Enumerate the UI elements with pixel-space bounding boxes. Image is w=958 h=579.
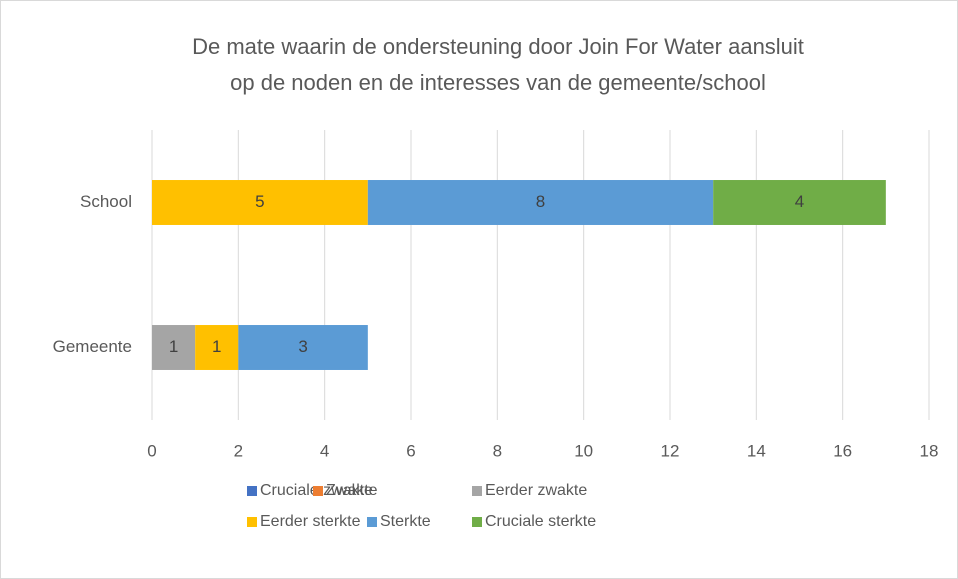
legend-swatch <box>247 486 257 496</box>
legend-label: Eerder zwakte <box>485 482 587 499</box>
chart-title: op de noden en de interesses van de geme… <box>230 70 766 95</box>
legend-label: Cruciale sterkte <box>485 513 596 530</box>
bar-segment <box>713 180 886 225</box>
y-tick-label: Gemeente <box>53 337 132 356</box>
x-tick-label: 10 <box>574 441 593 460</box>
legend-swatch <box>472 486 482 496</box>
legend-swatch <box>472 517 482 527</box>
x-tick-label: 16 <box>833 441 852 460</box>
legend-swatch <box>313 486 323 496</box>
x-tick-label: 12 <box>661 441 680 460</box>
x-tick-label: 14 <box>747 441 766 460</box>
legend-label: Zwakte <box>326 482 378 499</box>
bar-segment <box>367 180 714 225</box>
data-label: 3 <box>298 337 307 356</box>
data-label: 1 <box>169 337 178 356</box>
legend-swatch <box>367 517 377 527</box>
chart-title: De mate waarin de ondersteuning door Joi… <box>192 34 804 59</box>
x-tick-label: 18 <box>920 441 939 460</box>
data-label: 5 <box>255 192 264 211</box>
y-tick-label: School <box>80 192 132 211</box>
legend-swatch <box>247 517 257 527</box>
x-tick-label: 2 <box>234 441 243 460</box>
x-tick-label: 8 <box>493 441 502 460</box>
legend-label: Eerder sterkte <box>260 513 361 530</box>
data-label: 8 <box>536 192 545 211</box>
bar-segment <box>195 325 239 370</box>
x-tick-label: 0 <box>147 441 156 460</box>
bar-segment <box>152 180 368 225</box>
x-tick-label: 4 <box>320 441 329 460</box>
bar-segment <box>152 325 196 370</box>
bar-segment <box>238 325 368 370</box>
data-label: 1 <box>212 337 221 356</box>
x-tick-label: 6 <box>406 441 415 460</box>
data-label: 4 <box>795 192 804 211</box>
legend-label: Sterkte <box>380 513 431 530</box>
